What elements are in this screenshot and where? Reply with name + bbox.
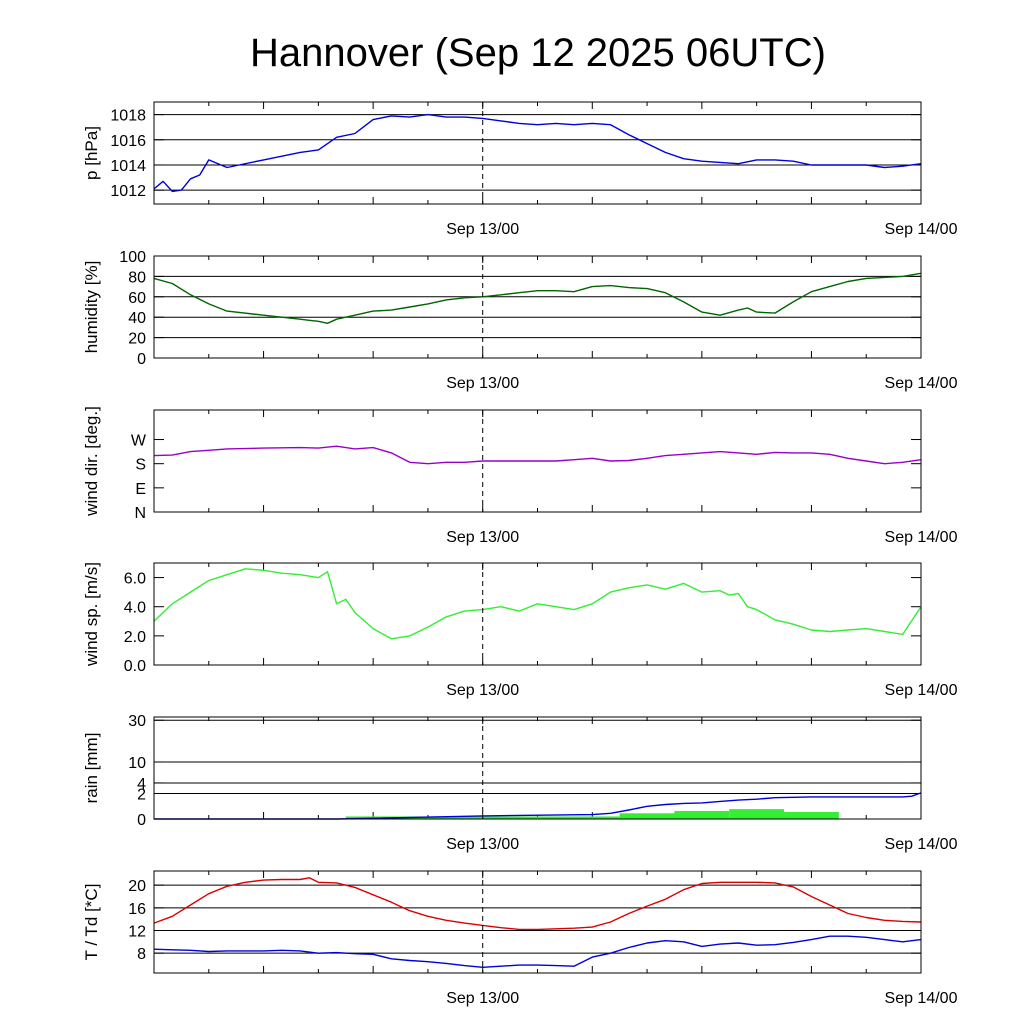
y-tick-label: 0: [137, 351, 146, 368]
y-axis-label: rain [mm]: [82, 733, 101, 804]
y-tick-label: 1018: [110, 108, 146, 125]
rain-bar: [619, 813, 675, 819]
x-tick-label: Sep 13/00: [446, 221, 519, 238]
panel-frame: [153, 870, 922, 974]
y-tick-label: 30: [128, 713, 146, 730]
x-tick-label: Sep 13/00: [446, 990, 519, 1007]
panel-frame: [153, 716, 922, 820]
panel-frame: [153, 101, 922, 205]
y-axis-label: p [hPa]: [82, 126, 101, 180]
series-line: [153, 935, 922, 968]
y-axis-label: humidity [%]: [82, 261, 101, 354]
y-tick-label: 4: [137, 776, 146, 793]
y-tick-label: 1016: [110, 133, 146, 150]
x-tick-label: Sep 13/00: [446, 529, 519, 546]
y-tick-label: 8: [137, 946, 146, 963]
panel-frame: [153, 409, 922, 513]
y-tick-label: 10: [128, 755, 146, 772]
y-axis-label: wind dir. [deg.]: [82, 406, 101, 517]
series-line: [154, 792, 922, 820]
panel-5: 8 12 16 20 Sep 13/00 Sep 14/00 T / Td [*C]: [82, 870, 958, 1007]
series-line: [153, 877, 922, 931]
series-line: [153, 272, 922, 324]
panel-4: 0 24 10 30 Sep 13/00 Sep 14/00 rain [mm]: [82, 713, 958, 853]
x-tick-label: Sep 14/00: [885, 375, 958, 392]
rain-bar: [674, 810, 730, 819]
rain-bar: [784, 812, 839, 819]
y-tick-label: 2.0: [124, 629, 146, 646]
y-tick-label: 20: [128, 878, 146, 895]
y-tick-label: 0: [137, 812, 146, 829]
y-tick-label: N: [134, 505, 146, 522]
panel-frame: [153, 255, 922, 359]
panel-frame: [153, 562, 922, 666]
x-tick-label: Sep 13/00: [446, 836, 519, 853]
y-tick-label: 80: [128, 269, 146, 286]
y-tick-label: 1012: [110, 183, 146, 200]
x-tick-label: Sep 14/00: [885, 682, 958, 699]
x-tick-label: Sep 13/00: [446, 375, 519, 392]
panel-1: 0 20 40 60 80 100 Sep 13/00 Sep 14/00 humidity […: [82, 249, 958, 392]
panel-0: 1012 1014 1016 1018 Sep 13/00 Sep 14/00 p [hPa…: [82, 101, 958, 238]
series-line: [153, 568, 922, 640]
y-tick-label: S: [135, 457, 146, 474]
y-tick-label: 0.0: [124, 658, 146, 675]
y-tick-label: 12: [128, 924, 146, 941]
y-tick-label: 20: [128, 331, 146, 348]
series-line: [153, 113, 922, 193]
panel-3: 0.0 2.0 4.0 6.0 Sep 13/00 Sep 14/00 wind sp. […: [82, 562, 958, 699]
x-tick-label: Sep 14/00: [885, 221, 958, 238]
x-tick-label: Sep 13/00: [446, 682, 519, 699]
x-tick-label: Sep 14/00: [885, 990, 958, 1007]
x-tick-label: Sep 14/00: [885, 529, 958, 546]
x-tick-label: Sep 14/00: [885, 836, 958, 853]
y-tick-label: 1014: [110, 158, 146, 175]
y-tick-label: 16: [128, 901, 146, 918]
y-tick-label: 4.0: [124, 600, 146, 617]
y-tick-label: 2: [137, 787, 146, 804]
y-tick-label: 6.0: [124, 571, 146, 588]
y-tick-label: 40: [128, 310, 146, 327]
y-tick-label: E: [135, 481, 146, 498]
y-axis-label: wind sp. [m/s]: [82, 562, 101, 667]
y-axis-label: T / Td [*C]: [82, 884, 101, 961]
chart-title: Hannover (Sep 12 2025 06UTC): [250, 31, 826, 75]
rain-bar: [729, 809, 785, 819]
y-tick-label: 60: [128, 290, 146, 307]
series-line: [153, 445, 922, 465]
y-tick-label: 100: [119, 249, 146, 266]
y-tick-label: W: [131, 433, 147, 450]
